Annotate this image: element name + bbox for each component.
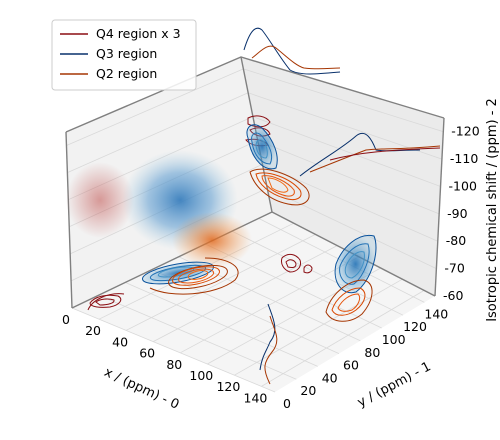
y-tick-label: 40 [322, 370, 338, 385]
z-tick-label: -110 [450, 151, 478, 166]
x-gridline [180, 256, 360, 354]
marginal-y-q3 [259, 303, 276, 371]
y-axis-label: y / (ppm) - 1 [355, 359, 433, 410]
legend: Q4 region x 3 Q3 region Q2 region [51, 19, 197, 91]
marginal-z-q2 [309, 145, 441, 173]
x-tick-label: 140 [244, 390, 268, 405]
legend-box [51, 19, 197, 91]
z-gridline-right [252, 116, 441, 187]
z-tick-label: -70 [444, 261, 464, 276]
x-tick-label: 40 [112, 334, 128, 349]
y-gridline [231, 230, 404, 316]
wall-y-q3 [334, 234, 377, 294]
q2-cloud [172, 212, 252, 268]
legend-entry-label: Q2 region [96, 66, 157, 81]
y-gridline [98, 294, 297, 380]
floor-q4 [87, 293, 125, 311]
wall-y-q4 [281, 253, 313, 274]
x-tick-label: 20 [85, 323, 101, 338]
legend-entry-label: Q3 region [96, 46, 157, 61]
wall-y-q2 [325, 279, 373, 322]
z-gridline-left [67, 92, 249, 173]
wall-y-contours [259, 132, 441, 385]
y-gridline [125, 282, 318, 367]
y-tick-label: 80 [364, 345, 380, 360]
z-gridline-right [243, 68, 444, 133]
y-tick-label: 120 [403, 319, 427, 334]
y-tick-label: 60 [343, 358, 359, 373]
z-gridline-left [66, 68, 244, 146]
right-pane [241, 57, 444, 296]
y-gridline [71, 307, 276, 393]
y-tick-label: 100 [382, 332, 406, 347]
z-gridline-right [267, 187, 437, 269]
wall-x-q2 [249, 168, 310, 206]
marginal-z-q4 [329, 147, 441, 161]
z-tick-label: -80 [446, 233, 466, 248]
wall-x-q3 [246, 124, 278, 170]
floor-q2 [149, 257, 239, 295]
legend-entry-label: Q4 region x 3 [96, 26, 181, 41]
marginal-y-q2 [264, 315, 278, 385]
q4-cloud [66, 162, 134, 238]
x-gridline [261, 290, 425, 387]
marginal-x-q2 [251, 45, 341, 70]
z-tick-label: -60 [443, 288, 463, 303]
z-tick-label: -90 [447, 206, 467, 221]
z-axis-label: Isotropic chemical shift / (ppm) - 2 [485, 98, 500, 322]
x-tick-label: 80 [166, 357, 182, 372]
z-tick-label: -100 [449, 178, 477, 193]
x-gridline [153, 245, 338, 342]
y-tick-label: 0 [283, 396, 291, 411]
x-tick-label: 60 [139, 346, 155, 361]
y-tick-label: 140 [424, 306, 448, 321]
cloud-layer [66, 150, 252, 268]
x-axis-label: x / (ppm) - 0 [102, 365, 182, 413]
marginal-x-q3 [243, 27, 341, 75]
wall-x-contours [243, 27, 341, 206]
y-tick-label: 20 [300, 383, 316, 398]
z-gridline-right [257, 140, 440, 215]
z-tick-label: -120 [451, 124, 479, 139]
x-tick-label: 120 [216, 379, 240, 394]
x-gridline [125, 234, 316, 331]
x-tick-label: 0 [62, 312, 70, 327]
floor-contours [87, 257, 239, 311]
y-gridline [151, 269, 340, 354]
x-tick-label: 100 [189, 368, 213, 383]
